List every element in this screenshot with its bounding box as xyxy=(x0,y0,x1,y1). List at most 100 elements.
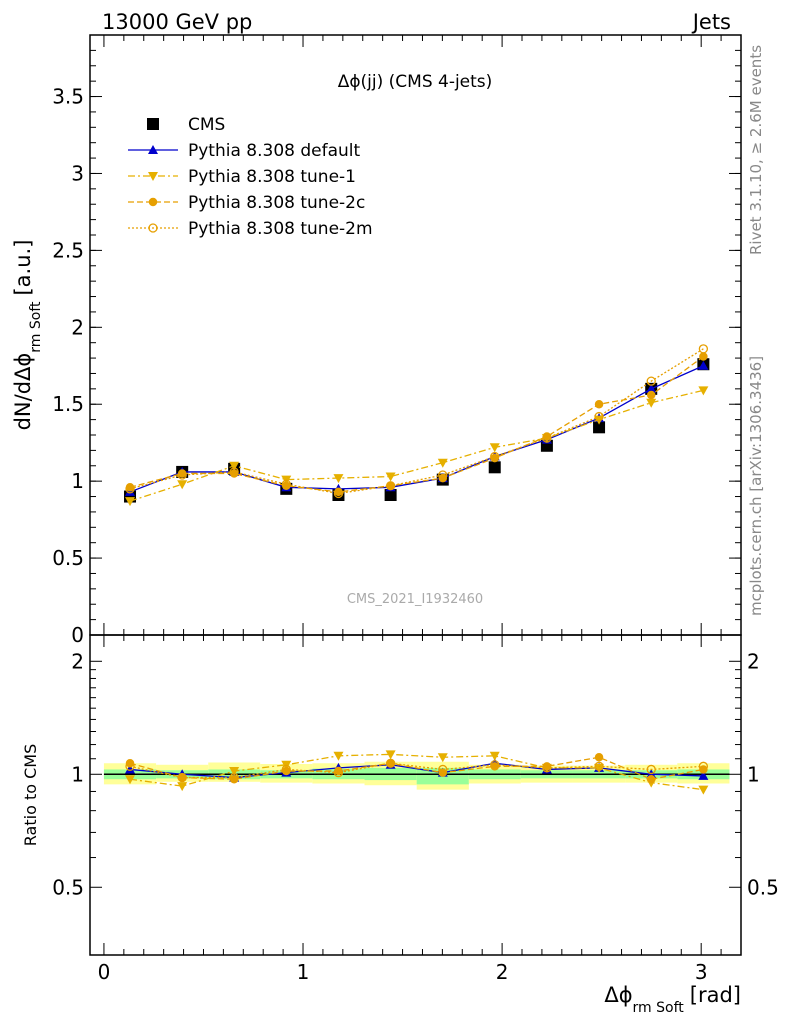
data-point xyxy=(489,443,500,453)
data-point xyxy=(385,481,396,491)
xtick-label: 1 xyxy=(297,960,310,984)
ratio-data-point xyxy=(177,782,188,792)
legend-marker xyxy=(148,145,158,154)
ratio-frame xyxy=(89,634,742,956)
ratio-data-point xyxy=(333,751,344,761)
series-pythia-8-308-tune-2c xyxy=(125,352,708,497)
main-ylabel: dN/dΔϕrm Soft [a.u.] xyxy=(11,240,44,431)
legend-item: Pythia 8.308 tune-1 xyxy=(128,167,356,187)
ratio-ytick-label-right: 0.5 xyxy=(747,875,779,899)
header-right: Jets xyxy=(691,10,731,34)
ratio-data-point xyxy=(698,770,709,780)
legend: CMS Pythia 8.308 default Pythia 8.308 tune… xyxy=(128,115,373,239)
main-ytick-label: 0.5 xyxy=(52,546,84,570)
ratio-data-point xyxy=(229,767,240,777)
ratio-data-point xyxy=(646,774,656,784)
main-ytick-label: 1 xyxy=(71,469,84,493)
ratio-series-line xyxy=(129,762,704,779)
main-ytick-label: 3.5 xyxy=(52,85,84,109)
data-point xyxy=(698,386,709,396)
ratio-series-line xyxy=(129,753,704,791)
data-point xyxy=(333,474,344,484)
data-point xyxy=(594,411,604,422)
ratio-data-point xyxy=(177,772,187,783)
data-point xyxy=(698,344,709,354)
ratio-data-point xyxy=(490,760,500,770)
ratio-data-point xyxy=(542,763,552,773)
ratio-ticks: 0.5 0.5 1 1 2 2 0 1 2 3 xyxy=(52,635,779,984)
data-point xyxy=(385,472,396,482)
legend-label: Pythia 8.308 tune-2c xyxy=(188,193,365,213)
xtick-label: 2 xyxy=(496,960,509,984)
data-point xyxy=(438,470,448,480)
data-point xyxy=(333,488,344,499)
main-ticks: 0 0.5 1 1.5 2 2.5 3 3.5 xyxy=(52,35,741,647)
main-ylabel-main: dN/dΔϕ xyxy=(11,353,35,431)
main-series xyxy=(124,344,710,507)
data-point xyxy=(125,497,136,507)
data-point xyxy=(490,451,500,462)
ratio-data-point xyxy=(386,758,395,768)
main-ylabel-unit: [a.u.] xyxy=(11,240,35,296)
ratio-ytick-label-right: 1 xyxy=(747,762,760,786)
legend-marker xyxy=(148,223,158,233)
data-point xyxy=(646,390,656,400)
ratio-ytick-label-right: 2 xyxy=(747,649,760,673)
data-point xyxy=(437,458,448,468)
ratio-data-point xyxy=(698,761,709,771)
series-pythia-8-308-tune-1 xyxy=(125,386,709,507)
ratio-data-point xyxy=(437,753,448,763)
ratio-data-point xyxy=(489,751,500,761)
ratio-data-point xyxy=(438,768,448,777)
legend-label: CMS xyxy=(188,115,225,135)
data-point xyxy=(488,461,501,474)
series-line xyxy=(129,365,704,493)
data-point xyxy=(177,480,188,490)
legend-item: Pythia 8.308 default xyxy=(128,141,361,161)
ratio-ytick-label: 1 xyxy=(71,762,84,786)
ratio-data-point xyxy=(594,753,604,762)
xlabel: Δϕrm Soft [rad] xyxy=(604,983,741,1016)
series-line xyxy=(129,348,704,495)
legend-marker xyxy=(147,118,159,130)
ratio-data-point xyxy=(125,775,136,785)
legend-item: Pythia 8.308 tune-2m xyxy=(128,219,373,239)
header-left: 13000 GeV pp xyxy=(102,10,252,34)
data-point xyxy=(281,479,291,489)
xlabel-sub: rm Soft xyxy=(633,1000,685,1016)
main-ytick-label: 2.5 xyxy=(52,238,84,262)
series-line xyxy=(129,356,704,493)
data-point xyxy=(646,383,657,393)
ratio-data-point xyxy=(698,785,709,795)
ratio-data-point xyxy=(125,761,135,771)
ratio-series-line xyxy=(129,756,704,780)
data-point xyxy=(646,376,656,386)
data-point xyxy=(229,467,239,477)
data-point xyxy=(646,398,657,408)
series-pythia-8-308-tune-2m xyxy=(125,344,709,499)
main-ylabel-sub: rm Soft xyxy=(28,301,44,353)
legend-marker xyxy=(148,197,158,207)
legend-marker xyxy=(148,172,158,181)
data-point xyxy=(125,484,135,494)
ratio-data-point xyxy=(229,772,239,783)
data-point xyxy=(698,360,709,370)
ratio-series-pythia-8-308-tune-2m xyxy=(125,758,709,783)
legend-item: CMS xyxy=(147,115,225,135)
main-ytick-label: 0 xyxy=(71,623,84,647)
legend-label: Pythia 8.308 tune-2m xyxy=(188,219,373,239)
ratio-ytick-label: 0.5 xyxy=(52,875,84,899)
xtick-label: 0 xyxy=(98,960,111,984)
ratio-data-point xyxy=(385,758,396,768)
xlabel-unit: [rad] xyxy=(690,983,741,1007)
legend-item: Pythia 8.308 tune-2c xyxy=(128,193,365,213)
series-cms xyxy=(124,358,710,503)
legend-label: Pythia 8.308 tune-1 xyxy=(188,167,356,187)
data-point xyxy=(594,399,604,409)
ratio-data-point xyxy=(438,764,448,775)
data-point xyxy=(593,421,606,434)
main-title: Δϕ(jj) (CMS 4-jets) xyxy=(338,72,493,92)
ratio-data-point xyxy=(125,764,136,774)
xlabel-main: Δϕ xyxy=(604,983,632,1007)
